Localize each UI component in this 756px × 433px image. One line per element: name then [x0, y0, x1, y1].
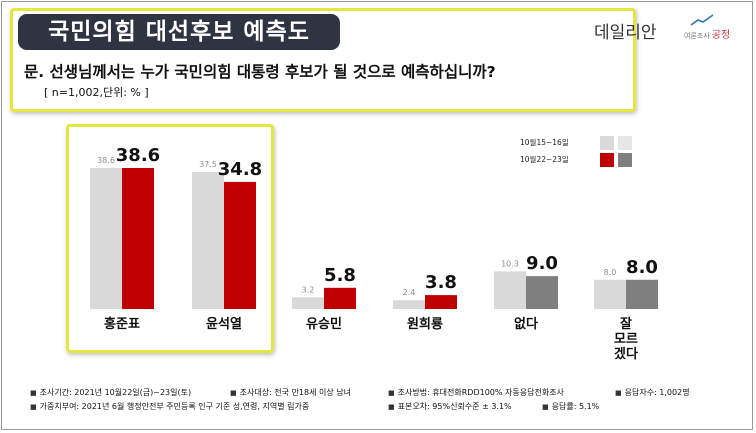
value-label-previous-3: 2.4: [403, 288, 416, 297]
page-title: 국민의힘 대선후보 예측도: [18, 14, 340, 50]
footer-response-rate: 응답률: 5.1%: [542, 401, 600, 412]
bar-previous-4: [494, 271, 526, 309]
bar-current-1: [224, 181, 256, 309]
value-label-previous-2: 3.2: [302, 285, 315, 294]
footer-weighting: 가중치부여: 2021년 6월 행정안전부 주민등록 인구 기준 성,연령, 지…: [30, 401, 310, 412]
bar-previous-5: [594, 279, 626, 309]
legend-label-current: 10월22~23일: [520, 155, 569, 164]
legend-swatch-previous-red: [600, 136, 614, 150]
category-label-1: 윤석열: [206, 316, 242, 332]
legend-swatch-previous-gray: [618, 136, 632, 150]
legend-item-previous: 10월15~16일: [520, 136, 650, 150]
bar-current-0: [122, 168, 154, 309]
dailian-logo: 데일리안: [594, 23, 657, 43]
category-label-2: 유승민: [306, 316, 342, 332]
category-label-5-line-0: 잘: [620, 317, 632, 332]
bar-current-5: [626, 279, 658, 309]
footer-survey-target: 조사대상: 전국 만18세 이상 남녀: [230, 387, 351, 398]
value-label-previous-1: 37.5: [199, 160, 217, 169]
footer-survey-period: 조사기간: 2021년 10월22일(금)~23일(토): [30, 387, 191, 398]
gongjeong-logo-small-text: 여론조사: [684, 32, 710, 40]
sample-size-note: [ n=1,002,단위: % ]: [44, 86, 149, 99]
footer-respondents: 응답자수: 1,002명: [615, 387, 690, 398]
bar-current-2: [324, 287, 356, 309]
top-candidates-highlight-box: [66, 124, 274, 353]
survey-question: 문. 선생님께서는 누가 국민의힘 대통령 후보가 될 것으로 예측하십니까?: [24, 63, 496, 81]
gongjeong-logo: 여론조사 공정: [684, 26, 730, 41]
category-label-5-line-2: 겠다: [614, 346, 638, 362]
value-label-current-0: 38.6: [116, 145, 160, 166]
value-label-current-2: 5.8: [324, 265, 356, 286]
legend-swatch-current-gray: [618, 153, 632, 167]
legend-item-current: 10월22~23일: [520, 153, 650, 167]
bar-previous-1: [192, 172, 224, 309]
gongjeong-logo-mark-icon: [690, 14, 714, 26]
value-label-current-3: 3.8: [425, 272, 457, 293]
value-label-previous-0: 38.6: [97, 156, 115, 165]
value-label-current-1: 34.8: [218, 159, 262, 180]
gongjeong-logo-text: 공정: [711, 30, 731, 41]
value-label-previous-4: 10.3: [501, 259, 519, 268]
footer-survey-method: 조사방법: 휴대전화RDD100% 자동응답전화조사: [388, 387, 564, 398]
legend-label-previous: 10월15~16일: [520, 138, 569, 147]
category-label-5-line-1: 모르: [614, 332, 638, 347]
value-label-current-4: 9.0: [526, 253, 558, 274]
legend-swatch-current-red: [600, 153, 614, 167]
bar-previous-0: [90, 168, 122, 309]
footer-sampling-error: 표본오차: 95%신뢰수준 ± 3.1%: [388, 401, 512, 412]
value-label-current-5: 8.0: [626, 257, 658, 278]
category-label-3: 원희룡: [407, 317, 443, 332]
bar-previous-2: [292, 297, 324, 309]
category-label-0: 홍준표: [104, 316, 140, 332]
bar-previous-3: [393, 300, 425, 309]
value-label-previous-5: 8.0: [604, 268, 617, 277]
bar-current-4: [526, 276, 558, 309]
bar-current-3: [425, 295, 457, 309]
header-highlight-box: [10, 8, 636, 112]
category-label-4: 없다: [514, 316, 538, 332]
